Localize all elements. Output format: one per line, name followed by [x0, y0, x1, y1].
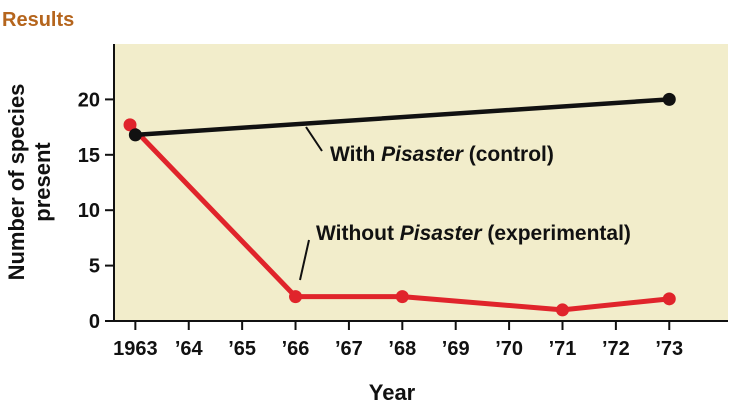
- x-tick-label: ’65: [228, 338, 256, 360]
- series-label-0: With Pisaster (control): [330, 143, 554, 166]
- data-point: [662, 292, 676, 306]
- data-point: [662, 92, 676, 106]
- plot-area: [114, 44, 728, 321]
- x-tick-label: ’69: [442, 338, 470, 360]
- x-tick-label: 1963: [113, 338, 158, 360]
- annotation-leader: [305, 126, 323, 152]
- x-tick-label: ’68: [388, 338, 416, 360]
- x-tick-label: ’66: [282, 338, 310, 360]
- y-tick-label: 0: [89, 311, 100, 333]
- x-tick-label: ’71: [549, 338, 577, 360]
- data-point: [395, 290, 409, 304]
- series-layer: [123, 92, 676, 317]
- y-tick-label: 20: [78, 89, 100, 111]
- data-point: [128, 128, 142, 142]
- x-axis-label: Year: [369, 380, 416, 405]
- data-point: [123, 118, 137, 132]
- y-axis-label-line1: Number of species: [4, 84, 29, 281]
- y-tick-label: 15: [78, 145, 100, 167]
- x-tick-label: ’72: [602, 338, 630, 360]
- y-axis-label-line2: present: [30, 142, 55, 222]
- annotation-leader: [299, 239, 310, 281]
- results-header: Results: [2, 9, 74, 31]
- x-tick-label: ’73: [655, 338, 683, 360]
- y-tick-label: 10: [78, 200, 100, 222]
- y-tick-label: 5: [89, 256, 100, 278]
- x-tick-label: ’67: [335, 338, 363, 360]
- x-tick-label: ’70: [495, 338, 523, 360]
- data-point: [555, 303, 569, 317]
- data-point: [289, 290, 303, 304]
- x-tick-label: ’64: [175, 338, 204, 360]
- series-label-1: Without Pisaster (experimental): [316, 222, 631, 245]
- series-annotations: With Pisaster (control) Without Pisaster …: [299, 126, 631, 281]
- y-axis: 0 5 10 15 20: [78, 44, 115, 333]
- series-line-0: [133, 97, 672, 138]
- x-axis: 1963 ’64 ’65 ’66 ’67 ’68 ’69 ’70 ’71 ’72 ’73: [113, 320, 728, 360]
